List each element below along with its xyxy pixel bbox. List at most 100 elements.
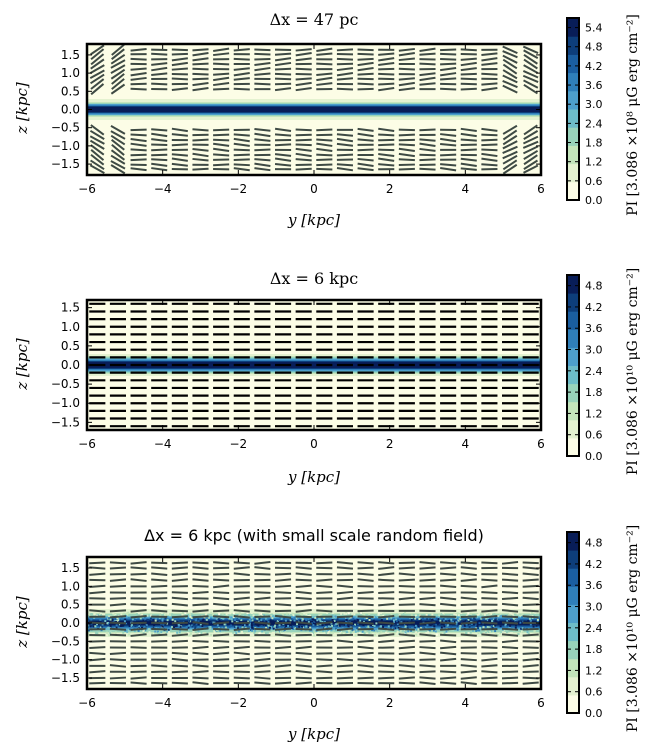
- heatmap-band: [87, 608, 541, 610]
- random-field-speckle: [118, 623, 121, 626]
- heatmap-band: [87, 590, 541, 592]
- polarization-vector: [192, 609, 209, 613]
- heatmap-band: [87, 602, 541, 604]
- polarization-vector: [130, 72, 147, 77]
- random-field-speckle: [129, 628, 132, 631]
- heatmap-band: [87, 132, 541, 134]
- heatmap-band: [87, 80, 541, 82]
- polarization-vector: [151, 128, 168, 132]
- polarization-vector: [111, 48, 125, 60]
- random-field-speckle: [253, 631, 256, 634]
- polarization-vector: [522, 646, 539, 649]
- random-field-speckle: [147, 614, 150, 617]
- polarization-vector: [213, 633, 230, 637]
- polarization-vector: [398, 578, 415, 582]
- random-field-speckle: [178, 620, 181, 623]
- random-field-speckle: [521, 627, 524, 630]
- x-tick-label: −6: [78, 182, 96, 196]
- polarization-vector: [440, 57, 457, 61]
- polarization-vector: [398, 67, 415, 71]
- random-field-speckle: [347, 629, 350, 632]
- heatmap-band: [87, 88, 541, 90]
- polarization-vector: [357, 48, 374, 52]
- random-field-speckle: [413, 623, 416, 626]
- random-field-speckle: [100, 612, 103, 615]
- polarization-vector: [481, 614, 498, 619]
- polarization-vector: [274, 57, 292, 62]
- random-field-speckle: [410, 622, 413, 625]
- heatmap-band: [87, 358, 541, 360]
- random-field-speckle: [99, 626, 102, 629]
- random-field-speckle: [500, 631, 503, 634]
- polarization-vector: [192, 566, 209, 570]
- random-field-speckle: [182, 624, 185, 627]
- heatmap-band: [87, 401, 541, 403]
- heatmap-band: [87, 150, 541, 152]
- random-field-speckle: [125, 620, 128, 623]
- polarization-vector: [295, 48, 312, 52]
- random-field-speckle: [308, 629, 311, 632]
- random-field-speckle: [345, 620, 348, 623]
- polarization-vector: [192, 572, 209, 576]
- heatmap-band: [87, 378, 541, 380]
- random-field-speckle: [237, 630, 240, 633]
- heatmap-band: [87, 94, 541, 96]
- random-field-speckle: [99, 624, 102, 627]
- heatmap-band: [87, 104, 541, 106]
- heatmap-band: [87, 76, 541, 78]
- polarization-vector: [378, 639, 395, 644]
- polarization-vector: [213, 615, 230, 619]
- random-field-speckle: [314, 620, 317, 623]
- polarization-vector: [254, 62, 271, 67]
- polarization-vector: [192, 621, 209, 625]
- heatmap-band: [87, 598, 541, 600]
- random-field-speckle: [352, 624, 355, 627]
- polarization-vector: [440, 584, 457, 589]
- polarization-vector: [522, 135, 539, 145]
- heatmap-band: [87, 580, 541, 582]
- random-field-speckle: [229, 612, 232, 615]
- polarization-vector: [295, 584, 312, 589]
- polarization-vector: [440, 153, 457, 157]
- polarization-vector: [522, 572, 539, 576]
- heatmap-band: [87, 74, 541, 76]
- random-field-speckle: [460, 619, 463, 622]
- polarization-vector: [233, 603, 250, 607]
- panel-2-title: Δx = 6 kpc: [270, 269, 358, 288]
- random-field-speckle: [218, 613, 221, 616]
- heatmap-band: [87, 423, 541, 425]
- polarization-vector: [254, 167, 271, 172]
- x-tick-label: −6: [78, 437, 96, 451]
- polarization-vector: [419, 578, 436, 582]
- random-field-speckle: [463, 624, 466, 627]
- polarization-vector: [378, 621, 395, 625]
- polarization-vector: [109, 609, 127, 613]
- random-field-speckle: [256, 623, 259, 626]
- heatmap-band: [87, 652, 541, 654]
- random-field-speckle: [329, 632, 332, 635]
- random-field-speckle: [393, 627, 396, 630]
- random-field-speckle: [265, 626, 268, 629]
- random-field-speckle: [384, 629, 387, 632]
- heatmap-band: [87, 315, 541, 317]
- random-field-speckle: [96, 632, 99, 635]
- random-field-speckle: [490, 624, 493, 627]
- polarization-vector: [522, 45, 539, 54]
- random-field-speckle: [227, 612, 230, 615]
- polarization-vector: [419, 670, 436, 674]
- polarization-vector: [254, 52, 271, 56]
- polarization-vector: [254, 639, 271, 643]
- random-field-speckle: [261, 630, 264, 633]
- random-field-speckle: [101, 625, 104, 628]
- random-field-speckle: [153, 624, 156, 627]
- random-field-speckle: [357, 611, 360, 614]
- polarization-vector: [151, 62, 168, 66]
- random-field-speckle: [302, 626, 305, 629]
- polarization-vector: [90, 144, 105, 156]
- heatmap-band: [87, 418, 541, 420]
- polarization-vector: [440, 133, 457, 137]
- heatmap-band: [87, 100, 541, 102]
- random-field-speckle: [475, 612, 478, 615]
- random-field-speckle: [216, 624, 219, 627]
- heatmap-band: [87, 612, 541, 614]
